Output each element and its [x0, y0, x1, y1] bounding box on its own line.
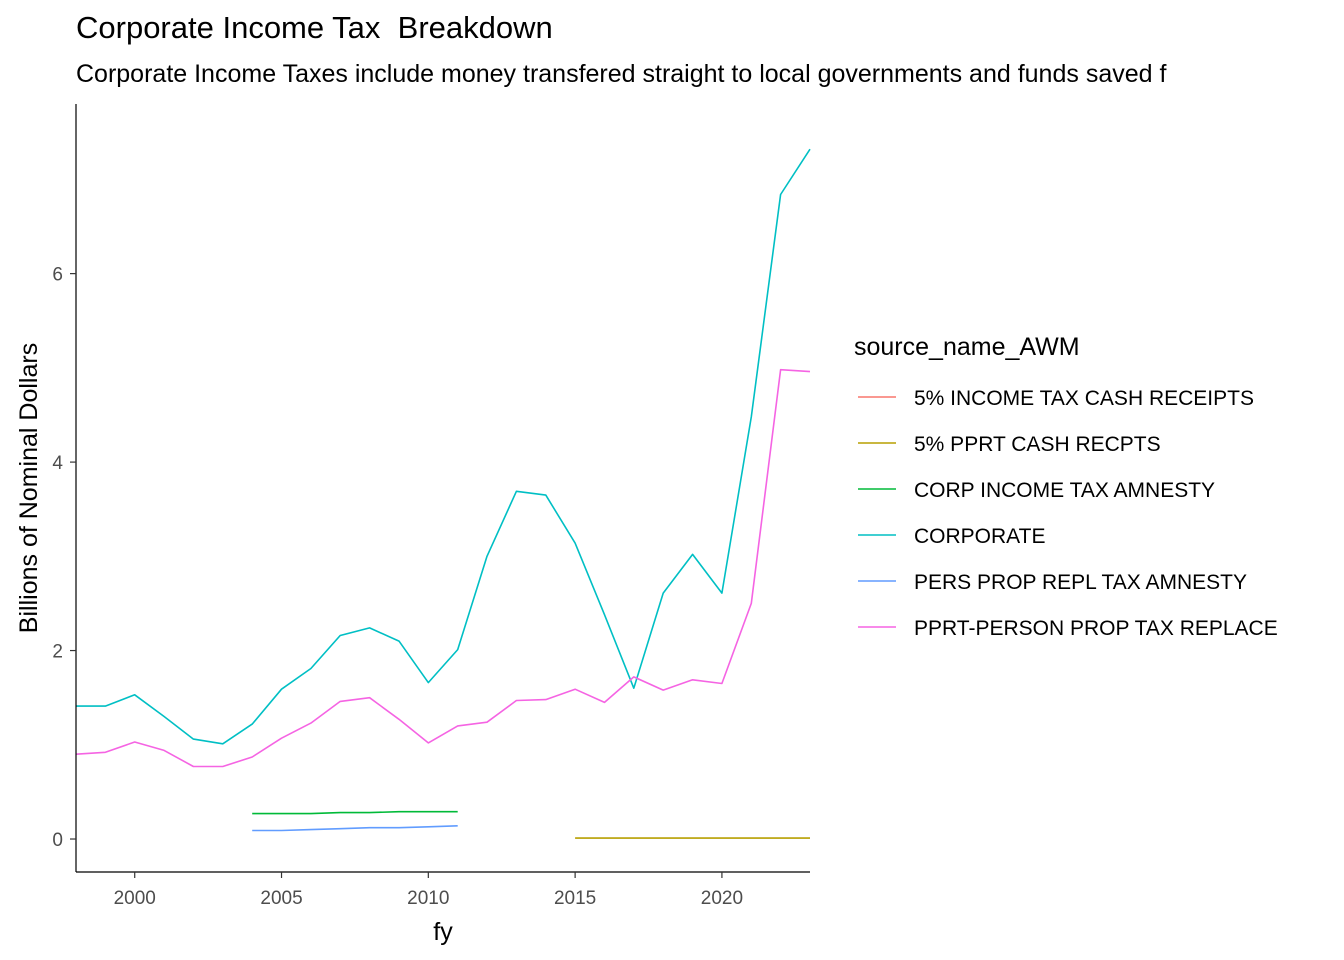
- axes-layer: 2000 2005 2010 2015 2020 0 2 4 6: [52, 104, 810, 909]
- x-tick-label: 2010: [407, 888, 449, 909]
- y-axis-title: Billions of Nominal Dollars: [15, 343, 43, 633]
- legend-title: source_name_AWM: [854, 333, 1080, 361]
- legend-label: PPRT-PERSON PROP TAX REPLACE: [914, 617, 1278, 640]
- chart-subtitle: Corporate Income Taxes include money tra…: [76, 60, 1167, 88]
- legend-label: CORPORATE: [914, 525, 1045, 548]
- x-tick-label: 2000: [114, 888, 156, 909]
- series-line-pprt-person-prop-tax-replace: [75, 368, 811, 768]
- x-tick-label: 2020: [701, 888, 743, 909]
- x-tick-label: 2015: [554, 888, 596, 909]
- series-line-pers-prop-repl-tax-amnesty: [252, 825, 458, 832]
- y-tick-label: 0: [52, 830, 63, 851]
- legend-label: CORP INCOME TAX AMNESTY: [914, 479, 1215, 502]
- legend-label: PERS PROP REPL TAX AMNESTY: [914, 571, 1247, 594]
- x-axis-title: fy: [433, 918, 453, 946]
- x-tick-label: 2005: [260, 888, 302, 909]
- legend-label: 5% PPRT CASH RECPTS: [914, 433, 1161, 456]
- series-line-corporate: [76, 148, 811, 745]
- y-tick-label: 6: [52, 265, 63, 286]
- chart-title: Corporate Income Tax Breakdown: [76, 10, 553, 45]
- legend: source_name_AWM 5% INCOME TAX CASH RECEI…: [854, 333, 1278, 640]
- y-tick-label: 2: [52, 642, 63, 663]
- legend-label: 5% INCOME TAX CASH RECEIPTS: [914, 387, 1254, 410]
- y-tick-label: 4: [52, 453, 63, 474]
- series-line-corp-income-tax-amnesty: [252, 810, 458, 815]
- series-layer: [75, 148, 811, 839]
